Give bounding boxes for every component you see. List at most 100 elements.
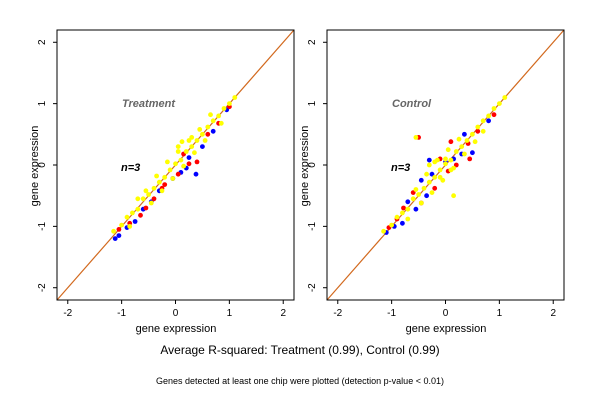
x-tick-label: -2 bbox=[63, 308, 72, 319]
data-point bbox=[146, 192, 152, 197]
data-point bbox=[405, 216, 411, 222]
data-point bbox=[143, 205, 149, 211]
y-tick-label: -2 bbox=[37, 283, 48, 292]
x-tick-label: 2 bbox=[280, 308, 286, 319]
data-point bbox=[138, 212, 143, 218]
data-point bbox=[189, 135, 195, 140]
data-point bbox=[159, 188, 165, 194]
sample-count-label: n=3 bbox=[391, 162, 410, 174]
data-point bbox=[400, 210, 405, 216]
data-point bbox=[437, 167, 443, 173]
data-point bbox=[205, 124, 211, 130]
data-point bbox=[480, 118, 486, 124]
data-point bbox=[426, 179, 432, 185]
y-tick-label: -2 bbox=[307, 283, 318, 292]
data-point bbox=[413, 187, 419, 192]
x-tick-label: 1 bbox=[497, 308, 503, 319]
data-point bbox=[130, 210, 135, 216]
y-tick-label: 2 bbox=[307, 39, 318, 45]
data-point bbox=[480, 128, 486, 134]
data-point bbox=[432, 185, 438, 191]
data-point bbox=[413, 206, 419, 212]
data-point bbox=[426, 162, 432, 168]
data-point bbox=[456, 136, 462, 142]
detection-footnote: Genes detected at least one chip were pl… bbox=[156, 376, 444, 386]
data-point bbox=[181, 163, 187, 169]
data-point bbox=[429, 190, 435, 196]
data-point bbox=[173, 161, 178, 167]
data-point bbox=[143, 188, 149, 194]
data-point bbox=[497, 101, 502, 106]
r-squared-caption: Average R-squared: Treatment (0.99), Con… bbox=[160, 343, 440, 357]
data-point bbox=[462, 131, 467, 137]
data-point bbox=[186, 155, 192, 161]
data-point bbox=[418, 200, 424, 206]
data-point bbox=[445, 147, 451, 153]
data-point bbox=[208, 112, 213, 118]
x-axis-label: gene expression bbox=[136, 323, 217, 335]
x-tick-label: 0 bbox=[173, 308, 179, 319]
data-point bbox=[186, 138, 192, 143]
data-point bbox=[389, 222, 394, 228]
data-point bbox=[178, 157, 184, 163]
data-point bbox=[175, 149, 181, 154]
data-point bbox=[421, 185, 427, 191]
panel-title: Control bbox=[392, 98, 432, 110]
data-point bbox=[151, 185, 157, 191]
y-axis-label: gene expression bbox=[29, 126, 41, 207]
data-point bbox=[475, 124, 481, 130]
data-point bbox=[429, 171, 435, 177]
data-point bbox=[491, 112, 497, 118]
data-point bbox=[205, 131, 211, 137]
data-point bbox=[167, 167, 173, 173]
data-point bbox=[400, 220, 405, 226]
data-point bbox=[401, 205, 406, 211]
data-point bbox=[491, 106, 497, 111]
data-point bbox=[162, 182, 168, 188]
data-point bbox=[189, 144, 195, 150]
y-tick-label: 1 bbox=[307, 100, 318, 106]
data-point bbox=[197, 126, 203, 132]
data-point bbox=[418, 177, 424, 183]
data-point bbox=[148, 200, 154, 206]
data-point bbox=[151, 196, 157, 202]
data-point bbox=[437, 174, 443, 180]
data-point bbox=[410, 190, 416, 196]
x-tick-label: 0 bbox=[443, 308, 449, 319]
data-point bbox=[448, 167, 454, 173]
panel-title: Treatment bbox=[122, 98, 176, 110]
data-point bbox=[467, 156, 473, 162]
data-point bbox=[175, 144, 181, 150]
y-tick-label: -1 bbox=[37, 221, 48, 230]
data-point bbox=[410, 196, 416, 202]
data-point bbox=[186, 161, 192, 167]
data-point bbox=[140, 196, 146, 202]
data-point bbox=[462, 151, 467, 157]
data-point bbox=[183, 149, 189, 154]
data-point bbox=[426, 157, 432, 163]
treatment-panel: Treatment n=3 gene expression gene expre… bbox=[29, 29, 295, 335]
data-point bbox=[216, 113, 222, 119]
data-point bbox=[165, 159, 170, 165]
data-point bbox=[156, 179, 162, 185]
data-point bbox=[175, 171, 181, 177]
data-point bbox=[405, 206, 411, 212]
y-tick-label: -1 bbox=[307, 221, 318, 230]
data-point bbox=[448, 157, 454, 163]
y-tick-label: 2 bbox=[37, 39, 48, 45]
data-point bbox=[486, 118, 491, 124]
data-point bbox=[453, 162, 459, 168]
data-point bbox=[135, 206, 141, 212]
data-point bbox=[210, 118, 216, 124]
data-point bbox=[432, 159, 438, 165]
data-point bbox=[192, 150, 197, 156]
y-tick-label: 0 bbox=[37, 162, 48, 168]
data-point bbox=[170, 176, 176, 181]
data-point bbox=[194, 159, 200, 165]
data-point bbox=[486, 113, 491, 119]
x-tick-label: -1 bbox=[117, 308, 126, 319]
data-point bbox=[116, 227, 122, 232]
data-point bbox=[200, 131, 205, 137]
sample-count-label: n=3 bbox=[121, 162, 140, 174]
data-point bbox=[194, 138, 200, 143]
